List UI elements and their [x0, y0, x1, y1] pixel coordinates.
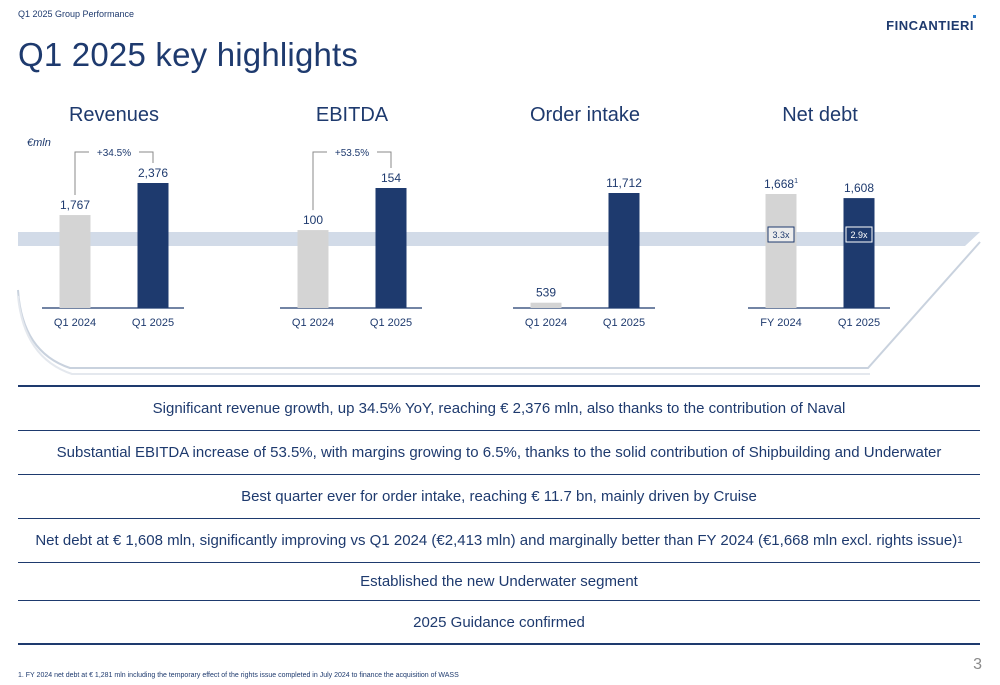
- bar: [530, 302, 562, 308]
- highlight-text: Net debt at € 1,608 mln, significantly i…: [35, 532, 958, 549]
- value-label: 1,6681: [764, 177, 798, 191]
- panel-title: Order intake: [530, 104, 640, 126]
- logo-dot-icon: [973, 15, 976, 18]
- category-label: Q1 2025: [838, 317, 880, 329]
- value-superscript: 1: [794, 178, 798, 185]
- ratio-badge: [845, 226, 873, 243]
- highlight-ebitda: Substantial EBITDA increase of 53.5%, wi…: [18, 431, 980, 475]
- brand-logo: FINCANTIERI: [886, 15, 976, 33]
- highlights-list: Significant revenue growth, up 34.5% YoY…: [18, 385, 980, 645]
- growth-bracket-left: [312, 151, 327, 211]
- bar: [137, 183, 169, 308]
- value-label: 539: [536, 286, 556, 300]
- growth-label: +53.5%: [335, 148, 369, 159]
- ratio-label: 2.9x: [850, 230, 868, 240]
- highlight-net-debt: Net debt at € 1,608 mln, significantly i…: [18, 519, 980, 563]
- growth-bracket-left: [74, 151, 89, 196]
- bar: [297, 230, 329, 308]
- bar: [375, 188, 407, 308]
- page-title: Q1 2025 key highlights: [18, 36, 359, 73]
- category-label: Q1 2024: [292, 317, 334, 329]
- highlight-underwater: Established the new Underwater segment: [18, 563, 980, 601]
- value-label: 2,376: [138, 166, 168, 180]
- highlight-text: 2025 Guidance confirmed: [413, 613, 585, 631]
- category-label: Q1 2025: [370, 317, 412, 329]
- growth-bracket-right: [139, 151, 154, 163]
- key-figures-chart: €mln Revenues 1,767 Q1 2024 2,376 Q1 2025 +34.…: [17, 104, 981, 375]
- value-label: 100: [303, 213, 323, 227]
- panel-title: Revenues: [69, 104, 159, 126]
- ratio-badge: [767, 226, 795, 243]
- category-label: Q1 2025: [603, 317, 645, 329]
- category-label: FY 2024: [760, 317, 801, 329]
- highlight-order-intake: Best quarter ever for order intake, reac…: [18, 475, 980, 519]
- hull-band: [18, 232, 980, 246]
- growth-bracket-right: [377, 151, 392, 168]
- bar: [608, 193, 640, 308]
- category-label: Q1 2024: [54, 317, 96, 329]
- bar: [765, 194, 797, 308]
- value-label: 11,712: [606, 176, 642, 190]
- highlight-text: Best quarter ever for order intake, reac…: [241, 488, 757, 505]
- bar: [843, 198, 875, 308]
- highlight-text: Substantial EBITDA increase of 53.5%, wi…: [56, 444, 942, 461]
- highlight-guidance: 2025 Guidance confirmed: [18, 601, 980, 645]
- value-label: 154: [381, 171, 401, 185]
- logo-text: FINCANTIERI: [886, 18, 974, 33]
- value-label: 1,608: [844, 181, 874, 195]
- page-number: 3: [973, 656, 982, 673]
- bar: [59, 215, 91, 308]
- highlight-text: Significant revenue growth, up 34.5% YoY…: [152, 400, 846, 417]
- breadcrumb: Q1 2025 Group Performance: [18, 9, 135, 19]
- highlight-revenue: Significant revenue growth, up 34.5% YoY…: [18, 385, 980, 431]
- value-label: 1,767: [60, 198, 90, 212]
- footnote: 1. FY 2024 net debt at € 1,281 mln inclu…: [18, 672, 459, 679]
- growth-label: +34.5%: [97, 148, 131, 159]
- category-label: Q1 2025: [132, 317, 174, 329]
- highlight-text: Established the new Underwater segment: [360, 573, 638, 590]
- hull-shadow: [17, 295, 870, 375]
- panel-title: EBITDA: [316, 104, 389, 126]
- category-label: Q1 2024: [525, 317, 567, 329]
- ratio-label: 3.3x: [772, 230, 790, 240]
- unit-label: €mln: [27, 137, 51, 149]
- panel-title: Net debt: [782, 104, 858, 126]
- highlight-superscript: 1: [957, 535, 963, 546]
